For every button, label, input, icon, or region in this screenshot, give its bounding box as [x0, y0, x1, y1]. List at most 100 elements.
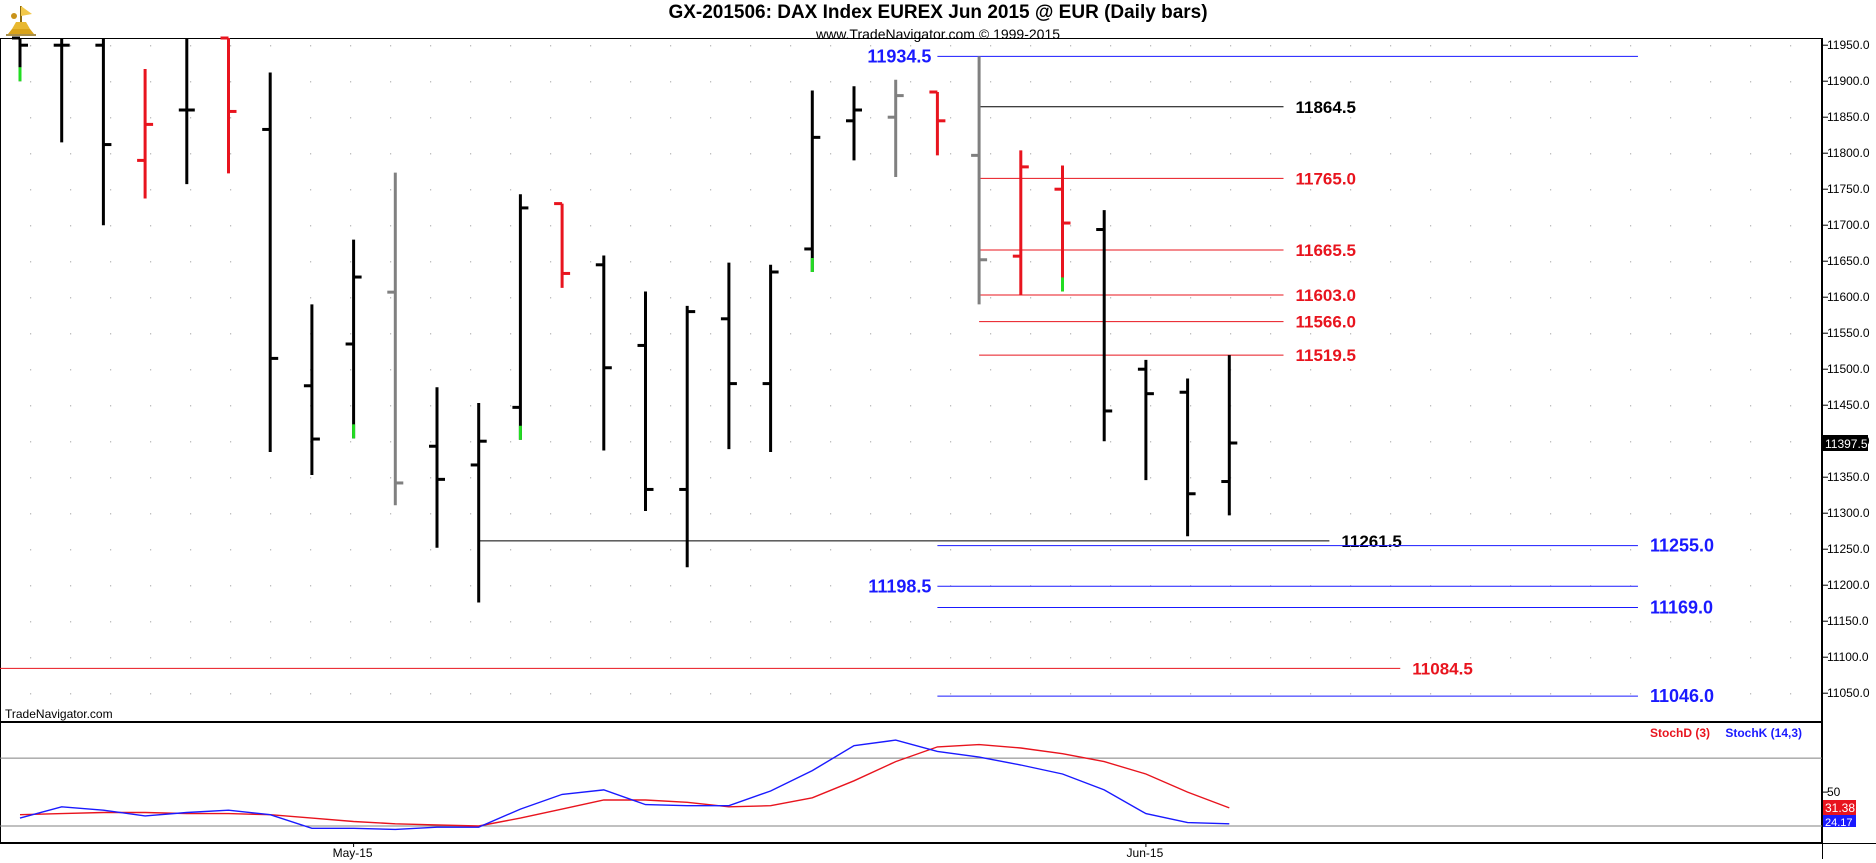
grid-dot — [830, 441, 832, 443]
grid-dot — [1750, 225, 1752, 227]
grid-dot — [350, 369, 352, 371]
grid-dot — [190, 369, 192, 371]
grid-dot — [950, 657, 952, 659]
grid-dot — [150, 333, 152, 335]
grid-dot — [1510, 441, 1512, 443]
grid-dot — [1390, 621, 1392, 623]
grid-dot — [790, 81, 792, 83]
price-axis-label: 11500.0 — [1827, 362, 1870, 376]
grid-dot — [230, 117, 232, 119]
grid-dot — [1190, 333, 1192, 335]
grid-dot — [1110, 261, 1112, 263]
grid-dot — [1590, 549, 1592, 551]
grid-dot — [1510, 513, 1512, 515]
grid-dot — [830, 657, 832, 659]
grid-dot — [1030, 45, 1032, 47]
grid-dot — [910, 405, 912, 407]
grid-dot — [1190, 117, 1192, 119]
grid-dot — [870, 189, 872, 191]
grid-dot — [70, 477, 72, 479]
ohlc-bar — [720, 262, 737, 450]
grid-dots — [30, 45, 1792, 695]
grid-dot — [670, 45, 672, 47]
grid-dot — [1710, 189, 1712, 191]
grid-dot — [830, 621, 832, 623]
level-label: 11665.5 — [1296, 241, 1357, 260]
grid-dot — [590, 477, 592, 479]
grid-dot — [950, 333, 952, 335]
legend-stochd: StochD (3) — [1650, 726, 1710, 740]
grid-dot — [110, 261, 112, 263]
grid-dot — [1030, 117, 1032, 119]
grid-dot — [950, 45, 952, 47]
grid-dot — [1150, 657, 1152, 659]
grid-dot — [1470, 45, 1472, 47]
grid-dot — [1350, 333, 1352, 335]
grid-dot — [1710, 81, 1712, 83]
grid-dot — [270, 657, 272, 659]
grid-dot — [1670, 549, 1672, 551]
grid-dot — [830, 297, 832, 299]
grid-dot — [430, 189, 432, 191]
grid-dot — [1110, 333, 1112, 335]
trade-navigator-logo-icon — [6, 6, 36, 36]
grid-dot — [1190, 693, 1192, 695]
grid-dot — [1670, 297, 1672, 299]
grid-dot — [270, 513, 272, 515]
stochk-last-box — [1823, 815, 1856, 827]
grid-dot — [1630, 333, 1632, 335]
grid-dot — [30, 261, 32, 263]
grid-dot — [1430, 405, 1432, 407]
grid-dot — [510, 225, 512, 227]
stochk-last-value: 24.17 — [1825, 817, 1853, 829]
grid-dot — [230, 549, 232, 551]
grid-dot — [430, 621, 432, 623]
grid-dot — [830, 405, 832, 407]
grid-dot — [1070, 477, 1072, 479]
grid-dot — [590, 225, 592, 227]
level-label: 11519.5 — [1296, 346, 1357, 365]
grid-dot — [70, 45, 72, 47]
grid-dot — [1310, 45, 1312, 47]
grid-dot — [1030, 693, 1032, 695]
grid-dot — [870, 297, 872, 299]
grid-dot — [790, 621, 792, 623]
grid-dot — [230, 657, 232, 659]
grid-dot — [1190, 369, 1192, 371]
grid-dot — [190, 225, 192, 227]
grid-dot — [1030, 549, 1032, 551]
grid-dot — [1150, 45, 1152, 47]
grid-dot — [750, 657, 752, 659]
grid-dot — [1550, 657, 1552, 659]
grid-dot — [1070, 441, 1072, 443]
grid-dot — [350, 477, 352, 479]
grid-dot — [390, 441, 392, 443]
grid-dot — [630, 45, 632, 47]
grid-dot — [30, 621, 32, 623]
grid-dot — [1390, 189, 1392, 191]
grid-dot — [870, 621, 872, 623]
grid-dot — [630, 117, 632, 119]
grid-dot — [990, 117, 992, 119]
grid-dot — [230, 441, 232, 443]
grid-dot — [1790, 585, 1792, 587]
grid-dot — [470, 549, 472, 551]
grid-dot — [550, 657, 552, 659]
grid-dot — [1750, 297, 1752, 299]
grid-dot — [1590, 441, 1592, 443]
grid-dot — [190, 45, 192, 47]
grid-dot — [1590, 261, 1592, 263]
grid-dot — [190, 621, 192, 623]
grid-dot — [1510, 153, 1512, 155]
price-axis-label: 11150.0 — [1827, 614, 1869, 628]
grid-dot — [710, 549, 712, 551]
grid-dot — [1790, 513, 1792, 515]
grid-dot — [750, 549, 752, 551]
grid-dot — [550, 405, 552, 407]
grid-dot — [590, 297, 592, 299]
grid-dot — [910, 441, 912, 443]
grid-dot — [790, 513, 792, 515]
grid-dot — [1510, 333, 1512, 335]
price-axis-label: 11750.0 — [1827, 182, 1870, 196]
grid-dot — [710, 117, 712, 119]
